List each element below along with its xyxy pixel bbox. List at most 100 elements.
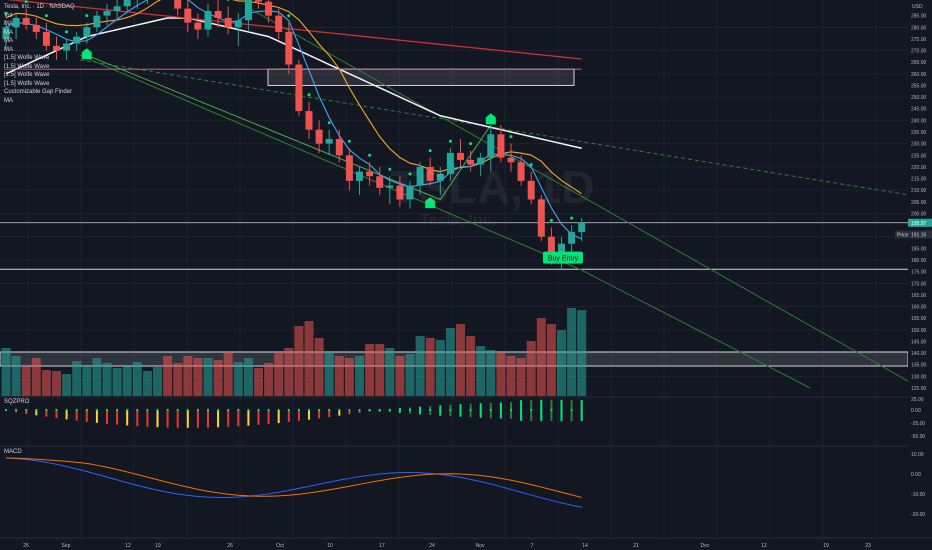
- candle: [42, 22, 50, 51]
- candle: [467, 150, 475, 172]
- symbol-title[interactable]: Tesla, Inc. · 1D · NASDAQ: [4, 4, 75, 10]
- volume-bar: [577, 310, 587, 396]
- time-tick: Nov: [476, 543, 485, 549]
- squeeze-dot: [15, 408, 18, 412]
- squeeze-bar: [207, 410, 209, 428]
- candle: [295, 59, 303, 116]
- signal-dot: [509, 135, 513, 139]
- squeeze-bar: [166, 410, 169, 428]
- legend-item-ma-2[interactable]: MA: [4, 29, 13, 36]
- volume-bar: [456, 324, 465, 396]
- legend-item-ma-4[interactable]: MA: [4, 46, 13, 53]
- wolfe-lower-line: [79, 54, 581, 270]
- candle: [457, 138, 464, 167]
- signal-dot: [24, 0, 28, 4]
- candle-body: [12, 17, 20, 28]
- volume-bar: [466, 336, 476, 396]
- time-tick: 12: [761, 543, 767, 549]
- legend-item-wolfe-3[interactable]: [1.5] Wolfe Wave: [4, 72, 50, 78]
- candle: [396, 176, 404, 207]
- time-tick: 24: [429, 543, 435, 549]
- ma-white-line: [5, 17, 582, 150]
- moving-average-lines: [5, 0, 582, 240]
- candle-body: [194, 22, 202, 30]
- squeeze-dot: [439, 408, 442, 412]
- candle-body: [547, 236, 555, 260]
- squeeze-dot: [75, 408, 78, 412]
- legend-item-ma-1[interactable]: MA: [4, 21, 13, 27]
- candle: [426, 157, 434, 186]
- volume-bar: [557, 330, 566, 396]
- candle: [335, 129, 343, 163]
- candle-body: [315, 129, 323, 144]
- candle: [568, 225, 576, 254]
- price-tag-box: [895, 230, 932, 239]
- candle-body: [22, 17, 30, 25]
- squeeze-dot: [116, 408, 119, 412]
- squeeze-bar: [257, 410, 260, 425]
- candle: [93, 10, 101, 32]
- candle-body: [83, 27, 91, 37]
- price-tick: 230.00: [911, 142, 927, 148]
- candlesticks[interactable]: [2, 0, 586, 270]
- squeeze-dot: [297, 408, 300, 412]
- candle-body: [406, 185, 414, 200]
- squeeze-dot: [267, 408, 270, 412]
- legend-item-gap-finder[interactable]: Customizable Gap Finder: [4, 89, 73, 95]
- squeeze-bar: [297, 410, 300, 421]
- legend-item-ma-3[interactable]: MA: [4, 38, 13, 44]
- volume-bar: [294, 326, 304, 396]
- price-tick: 225.00: [911, 153, 927, 159]
- candle-body: [244, 0, 252, 21]
- wolfe-point-1-marker: [81, 48, 92, 60]
- squeeze-bar: [308, 410, 310, 420]
- volume-bar: [324, 351, 334, 396]
- squeeze-bar: [217, 410, 220, 428]
- squeeze-bar: [196, 410, 199, 428]
- squeeze-bar: [35, 410, 38, 416]
- legend-item-vol[interactable]: Vol: [4, 12, 13, 19]
- squeeze-panel-label[interactable]: SQZPRO: [4, 399, 30, 405]
- candle-body: [356, 171, 363, 181]
- macd-lines: [0, 445, 908, 508]
- volume-bar: [82, 366, 92, 396]
- legend-item-wolfe-1[interactable]: [1.5] Wolfe Wave: [4, 55, 50, 61]
- volume-bar: [11, 356, 21, 396]
- signal-dot: [327, 121, 331, 125]
- squeeze-bar: [126, 410, 129, 426]
- legend-item-ma-5[interactable]: MA: [4, 97, 13, 104]
- squeeze-dot: [398, 408, 401, 412]
- price-tick: 210.00: [911, 188, 927, 194]
- volume-bar: [92, 358, 102, 396]
- candle-body: [184, 8, 192, 23]
- wolfe-point-2-marker: [485, 113, 496, 125]
- macd-panel-label[interactable]: MACD: [4, 449, 22, 455]
- price-tick: 200.00: [911, 211, 927, 217]
- price-tick: 145.00: [911, 339, 927, 345]
- legend-item-wolfe-4[interactable]: [1.5] Wolfe Wave: [4, 80, 50, 87]
- candle-body: [366, 171, 374, 177]
- squeeze-bar: [237, 410, 240, 427]
- candle: [174, 0, 182, 16]
- candle-body: [255, 0, 262, 2]
- candle: [356, 166, 363, 195]
- volume-bar: [526, 341, 536, 396]
- legend-item-wolfe-2[interactable]: [1.5] Wolfe Wave: [4, 63, 50, 70]
- time-tick: 21: [633, 543, 639, 549]
- ma-red-line: [6, 0, 582, 60]
- price-tick: 275.00: [911, 37, 927, 43]
- volume-bar: [102, 363, 112, 396]
- volume-bar: [153, 367, 162, 396]
- squeeze-dot: [95, 408, 98, 412]
- price-tick: 185.00: [911, 246, 927, 252]
- price-tick: 260.00: [911, 72, 927, 78]
- price-tick: 280.00: [911, 25, 927, 31]
- price-tick: 250.00: [911, 95, 927, 101]
- candle-body: [103, 10, 111, 16]
- candle-body: [73, 36, 81, 44]
- candle: [436, 166, 444, 195]
- volume-bar: [41, 370, 51, 396]
- candle: [2, 20, 10, 51]
- squeeze-bar: [247, 410, 250, 426]
